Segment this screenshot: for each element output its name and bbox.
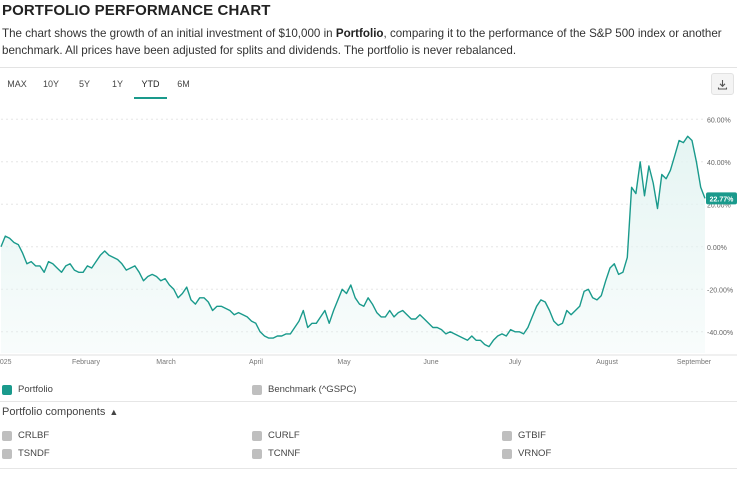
component-swatch: [502, 430, 512, 441]
x-tick-label: August: [596, 359, 618, 366]
x-tick-label: 2025: [0, 359, 12, 366]
tab-10y[interactable]: 10Y: [42, 79, 59, 89]
panel-divider: [0, 67, 737, 68]
legend-benchmark-label: Benchmark (^GSPC): [268, 384, 357, 395]
active-tab-indicator: [134, 97, 167, 99]
y-tick-label: 40.00%: [707, 160, 731, 167]
y-tick-label: 0.00%: [707, 245, 727, 252]
component-item[interactable]: CRLBF: [2, 430, 49, 441]
performance-chart: 60.00% 40.00% 20.00% 0.00% -20.00% -40.00% 202…: [0, 117, 737, 366]
legend-divider: [0, 401, 737, 402]
download-icon: [717, 79, 728, 90]
component-label: CRLBF: [18, 430, 50, 441]
y-tick-label: 60.00%: [707, 117, 731, 124]
portfolio-area: [1, 136, 705, 353]
portfolio-swatch: [2, 384, 12, 395]
legend-portfolio-label: Portfolio: [18, 384, 53, 395]
component-label: CURLF: [268, 430, 300, 441]
component-swatch: [2, 448, 12, 459]
x-tick-label: May: [337, 359, 351, 366]
desc-text-2: , comparing it to the performance of the…: [2, 27, 722, 57]
y-tick-label: 20.00%: [707, 202, 731, 209]
component-label: VRNOF: [518, 448, 552, 459]
last-value-label: 22.77%: [710, 196, 735, 203]
component-swatch: [252, 448, 262, 459]
component-item[interactable]: VRNOF: [502, 448, 551, 459]
benchmark-swatch: [252, 384, 262, 395]
x-tick-label: March: [156, 359, 176, 366]
tab-5y[interactable]: 5Y: [78, 79, 90, 89]
component-label: GTBIF: [518, 430, 546, 441]
desc-text-1: The chart shows the growth of an initial…: [2, 27, 336, 40]
tab-1y[interactable]: 1Y: [111, 79, 123, 89]
desc-portfolio-name: Portfolio: [335, 27, 384, 40]
components-title: Portfolio components: [2, 406, 106, 418]
x-tick-label: April: [249, 359, 263, 366]
x-tick-label: June: [423, 359, 438, 366]
tab-max[interactable]: MAX: [7, 79, 27, 89]
chart-description: The chart shows the growth of an initial…: [2, 25, 732, 59]
component-swatch: [2, 430, 12, 441]
components-divider: [0, 468, 737, 469]
component-swatch: [252, 430, 262, 441]
page-title: PORTFOLIO PERFORMANCE CHART: [2, 2, 271, 19]
component-item[interactable]: TSNDF: [2, 448, 50, 459]
component-item[interactable]: TCNNF: [252, 448, 300, 459]
component-item[interactable]: GTBIF: [502, 430, 546, 441]
tab-ytd[interactable]: YTD: [141, 79, 160, 89]
component-swatch: [502, 448, 512, 459]
x-tick-label: September: [677, 359, 712, 366]
y-tick-label: -20.00%: [707, 287, 733, 294]
legend-benchmark[interactable]: Benchmark (^GSPC): [252, 384, 356, 395]
portfolio-line: [0, 135, 706, 348]
download-button[interactable]: [711, 73, 734, 95]
legend-portfolio[interactable]: Portfolio: [2, 384, 53, 395]
last-value-badge: [706, 192, 737, 205]
y-tick-label: -40.00%: [707, 330, 733, 337]
tab-6m[interactable]: 6M: [177, 79, 190, 89]
component-label: TCNNF: [268, 448, 301, 459]
components-toggle[interactable]: Portfolio components ▲: [2, 406, 118, 418]
x-tick-label: February: [72, 359, 101, 366]
component-item[interactable]: CURLF: [252, 430, 300, 441]
timeframe-tabs: MAX 10Y 5Y 1Y YTD 6M: [0, 68, 200, 100]
chevron-up-icon: ▲: [109, 407, 119, 417]
component-label: TSNDF: [18, 448, 50, 459]
x-tick-label: July: [509, 359, 522, 366]
